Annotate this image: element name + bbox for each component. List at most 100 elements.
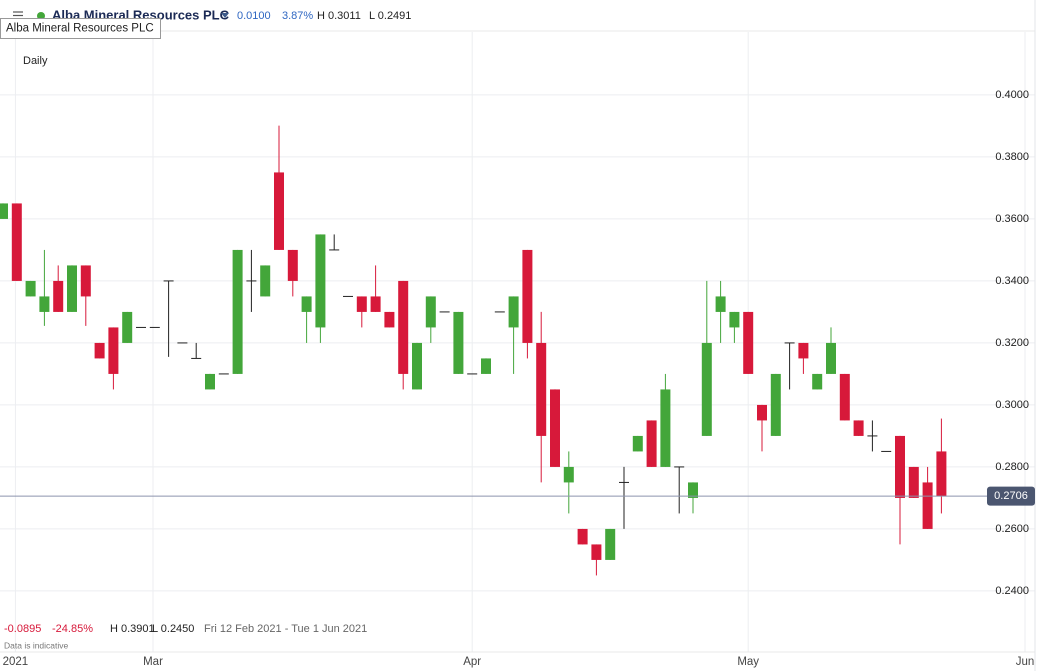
candle-body xyxy=(701,342,712,436)
candle-body xyxy=(770,373,781,436)
candle-body xyxy=(425,296,436,328)
candle-body xyxy=(53,280,64,312)
candle-body xyxy=(398,280,409,374)
candle-body xyxy=(646,420,657,467)
candle-body xyxy=(467,373,478,375)
candle-body xyxy=(908,466,919,498)
candle-body xyxy=(329,249,340,251)
y-tick-label: 0.3200 xyxy=(995,337,1029,349)
candle-body xyxy=(563,466,574,483)
candle-body xyxy=(895,435,905,498)
candle-body xyxy=(232,249,243,374)
candle-body xyxy=(798,342,809,359)
candle-body xyxy=(453,311,464,374)
candle-body xyxy=(605,528,616,560)
candle-body xyxy=(122,311,133,343)
candle-body xyxy=(94,342,105,359)
candle-body xyxy=(191,357,202,359)
candle-body xyxy=(439,311,450,313)
header-low: L 0.2491 xyxy=(369,10,411,22)
candle-body xyxy=(577,528,588,545)
y-tick-label: 0.3400 xyxy=(995,275,1029,287)
candle-body xyxy=(136,326,146,328)
y-tick-label: 0.2400 xyxy=(995,585,1029,597)
candle-body xyxy=(11,203,22,281)
x-tick-label: 2021 xyxy=(3,656,29,668)
y-tick-label: 0.3600 xyxy=(995,213,1029,225)
interval-label[interactable]: Daily xyxy=(23,55,48,67)
y-tick-label: 0.2600 xyxy=(995,523,1029,535)
candle-body xyxy=(246,280,257,282)
footer-low: L 0.2450 xyxy=(152,623,194,635)
candle-body xyxy=(205,373,215,390)
candle-body xyxy=(853,420,864,436)
last-price-box xyxy=(987,486,1035,506)
candle-body xyxy=(729,311,740,328)
tooltip-text: Alba Mineral Resources PLC xyxy=(6,23,154,35)
footer-high: H 0.3901 xyxy=(110,623,155,635)
candle-body xyxy=(0,203,8,219)
candle-body xyxy=(688,482,698,498)
candle-body xyxy=(301,296,312,312)
x-tick-label: Mar xyxy=(143,656,163,668)
candle-body xyxy=(274,172,284,250)
candle-body xyxy=(660,389,671,467)
candle-body xyxy=(370,296,381,312)
footer-change: -0.0895 xyxy=(4,623,41,635)
candle-body xyxy=(591,544,602,560)
candle-body xyxy=(743,311,754,374)
footer-range: Fri 12 Feb 2021 - Tue 1 Jun 2021 xyxy=(204,623,367,635)
candle-body xyxy=(550,389,560,467)
candle-body xyxy=(494,311,505,313)
candle-body xyxy=(315,234,326,328)
candle-body xyxy=(80,265,91,297)
candle-body xyxy=(826,342,836,374)
candle-body xyxy=(218,373,229,375)
candle-body xyxy=(812,373,823,390)
x-tick-label: May xyxy=(737,656,759,668)
candle-body xyxy=(757,404,767,421)
candle-body xyxy=(867,435,878,437)
y-tick-label: 0.3800 xyxy=(995,151,1029,163)
last-price-label: 0.2706 xyxy=(994,490,1028,502)
candle-body xyxy=(508,296,519,328)
x-tick-label: Jun xyxy=(1016,656,1035,668)
candles xyxy=(0,125,947,576)
dropdown-arrow[interactable] xyxy=(221,13,229,18)
candle-body xyxy=(177,342,188,344)
candle-body xyxy=(149,326,160,328)
candle-body xyxy=(39,296,50,312)
candle-body xyxy=(839,373,850,421)
candle-body xyxy=(922,482,933,529)
candle-body xyxy=(784,342,795,344)
candle-body xyxy=(67,265,77,312)
candle-body xyxy=(384,311,395,328)
candle-body xyxy=(632,435,643,452)
candle-body xyxy=(287,249,298,281)
candle-body xyxy=(260,265,271,297)
footer-note: Data is indicative xyxy=(4,640,69,650)
candle-body xyxy=(356,296,367,312)
header-change: 0.0100 xyxy=(237,10,271,22)
y-tick-label: 0.2800 xyxy=(995,461,1029,473)
x-tick-label: Apr xyxy=(463,656,481,668)
candle-body xyxy=(25,280,36,297)
y-tick-label: 0.3000 xyxy=(995,399,1029,411)
header-high: H 0.3011 xyxy=(317,10,361,22)
candle-body xyxy=(522,249,533,343)
y-tick-label: 0.4000 xyxy=(995,89,1029,101)
candle-body xyxy=(881,450,892,452)
candle-body xyxy=(343,295,353,297)
candle-body xyxy=(108,327,119,374)
header-change-pct: 3.87% xyxy=(282,10,313,22)
candle-body xyxy=(481,358,491,374)
candle-body xyxy=(536,342,547,436)
tooltip-box xyxy=(0,18,161,39)
candle-body xyxy=(715,296,726,312)
footer-change-pct: -24.85% xyxy=(52,623,93,635)
candle-body xyxy=(412,342,422,390)
candle-body xyxy=(674,466,685,468)
